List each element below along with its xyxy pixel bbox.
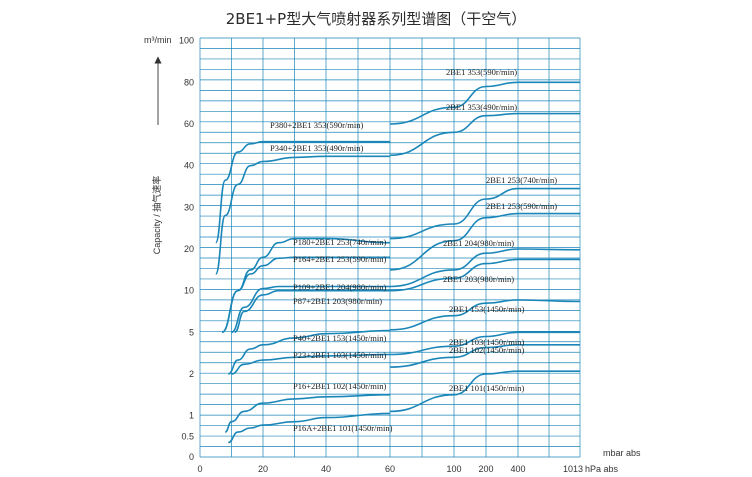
curve-label: P16A+2BE1 101(1450r/min) [293,423,393,433]
curve-1 [215,155,390,275]
curve-label: 2BE1 253(590r/min) [486,201,557,211]
curves [215,81,581,444]
curve-11 [389,258,580,292]
curve-15 [389,331,580,356]
curve-label: 2BE1 203(980r/min) [443,274,514,284]
x-unit-bottom: hPa abs [585,464,619,474]
curve-label: P16+2BE1 102(1450r/min) [293,381,387,391]
curve-label: 2BE1 353(590r/min) [446,67,517,77]
curve-label: 2BE1 101(1450r/min) [449,383,524,393]
x-tick-label: 40 [321,464,331,474]
curve-label: P87+2BE1 203(980r/min) [293,296,382,306]
x-tick-label: 60 [385,464,395,474]
curve-14 [231,353,391,375]
curve-label: 2BE1 204(980r/min) [443,238,514,248]
curve-6 [389,187,580,240]
y-tick-label: 80 [184,77,194,87]
curve-label: P40+2BE1 153(1450r/min) [293,333,387,343]
curve-label: P109+2BE1 204(980r/min) [293,282,387,292]
y-unit: m³/min [144,35,172,45]
curve-16 [389,343,580,368]
curve-3 [389,112,581,157]
y-tick-label: 5 [189,327,194,337]
curve-label: P23+2BE1 103(1450r/min) [293,350,387,360]
y-tick-label: 60 [184,119,194,129]
grid [199,37,581,458]
curve-label: 2BE1 353(490r/min) [446,102,517,112]
y-tick-label: 30 [184,202,194,212]
curve-9 [234,289,390,334]
y-axis-label: Capacity / 抽气速率 [151,176,162,255]
x-tick-label: 0 [197,464,202,474]
curve-18 [389,370,580,413]
curve-label: 2BE1 102(1450r/min) [449,345,524,355]
y-tick-label: 1 [189,411,194,421]
curve-5 [221,256,391,334]
curve-8 [231,285,390,334]
y-tick-label: 40 [184,161,194,171]
y-tick-label: 20 [184,244,194,254]
curve-label: 2BE1 103(1450r/min) [449,337,524,347]
curve-label: 2BE1 153(1450r/min) [449,304,524,314]
y-tick-label: 100 [179,36,194,46]
curve-10 [389,248,581,288]
chart-title: 2BE1+P型大气喷射器系列型谱图（干空气） [225,10,527,28]
tick-labels: 0 20 40 60 100 200 400 1013 0 0.5 1 2 5 10 20 30 40 60 80 1… [179,36,583,474]
x-unit-top: mbar abs [603,448,641,458]
y-tick-label: 0.5 [181,431,194,441]
curve-17 [224,394,391,433]
x-tick-label: 400 [510,464,525,474]
curve-label: P340+2BE1 353(490r/min) [270,143,364,153]
x-tick-label: 100 [446,464,461,474]
y-tick-label: 2 [189,369,194,379]
curve-0 [215,140,390,244]
curve-label: 2BE1 253(740r/min) [486,175,557,185]
x-tick-label: 20 [258,464,268,474]
curve-2 [389,81,580,125]
curve-12 [389,299,581,331]
y-tick-label: 10 [184,286,194,296]
x-tick-label: 1013 [563,464,583,474]
curve-labels: P380+2BE1 353(590r/min) P340+2BE1 353(490… [270,67,557,433]
curve-13 [228,329,391,375]
y-tick-label: 0 [189,452,194,462]
curve-19 [228,412,391,444]
curve-7 [389,212,580,271]
x-tick-label: 200 [478,464,493,474]
curve-label: P380+2BE1 353(590r/min) [270,120,364,130]
curve-label: P180+2BE1 253(740r/min) [293,237,387,247]
curve-label: P164+2BE1 253(590r/min) [293,254,387,264]
